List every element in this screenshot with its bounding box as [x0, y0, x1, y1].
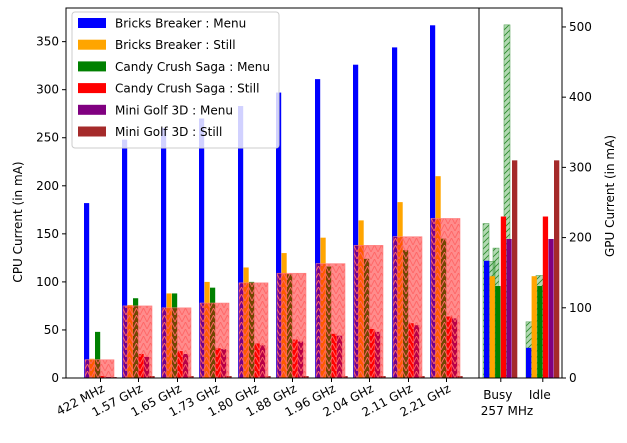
- bar-cpu-hatched-pattern-0: [84, 359, 115, 379]
- bar-gpu-candy-crush-saga-still-busy: [500, 216, 507, 378]
- bar-gpu-candy-crush-saga-still-idle: [542, 216, 549, 378]
- bar-gpu-candy-crush-saga-menu-idle: [537, 286, 543, 378]
- bar-gpu-bricks-breaker-menu-idle: [526, 347, 532, 378]
- bar-cpu-hatched-pattern-8: [392, 236, 423, 379]
- bar-cpu-hatched-pattern-4: [238, 282, 269, 379]
- bar-gpu-mini-golf-3d-still-busy: [512, 160, 518, 378]
- bar-cpu-bricks-breaker-menu-3: [199, 118, 205, 379]
- y-tick-label-2: 100: [36, 275, 59, 289]
- legend-label-bricks-breaker-still: Bricks Breaker : Still: [115, 38, 236, 52]
- legend-swatch-bricks-breaker-still: [78, 39, 106, 50]
- y-tick-label-5: 250: [36, 131, 59, 145]
- legend-label-bricks-breaker-menu: Bricks Breaker : Menu: [115, 17, 246, 31]
- y-tick-label-0: 0: [51, 371, 59, 385]
- legend-swatch-bricks-breaker-menu: [78, 18, 106, 28]
- x-gpu-group-label: 257 MHz: [481, 404, 533, 418]
- bar-cpu-bricks-breaker-menu-4: [238, 106, 244, 378]
- bar-cpu-bricks-breaker-menu-1: [122, 139, 128, 378]
- y-tick-label-3: 150: [36, 227, 59, 241]
- y-tick-label-4: 200: [36, 179, 59, 193]
- bar-cpu-hatched-pattern-1: [122, 305, 153, 379]
- plot-frame: [65, 7, 563, 379]
- y-axis-label: CPU Current (in mA): [11, 161, 25, 282]
- bar-layer: [84, 24, 560, 379]
- y2-tick-label-3: 300: [569, 160, 592, 174]
- bar-gpu-bricks-breaker-menu-busy: [484, 260, 490, 378]
- y-tick-label-1: 50: [44, 323, 59, 337]
- legend-label-candy-crush-saga-still: Candy Crush Saga : Still: [115, 82, 259, 96]
- bar-gpu-mini-golf-3d-still-idle: [554, 160, 560, 378]
- legend-swatch-candy-crush-saga-menu: [78, 61, 106, 72]
- y2-tick-label-4: 400: [569, 90, 592, 104]
- y2-tick-label-0: 0: [569, 371, 577, 385]
- y-tick-label-6: 300: [36, 83, 59, 97]
- bar-cpu-hatched-pattern-5: [276, 272, 307, 379]
- y2-tick-label-5: 500: [569, 20, 592, 34]
- y2-tick-label-2: 200: [569, 231, 592, 245]
- bar-cpu-hatched-pattern-7: [353, 245, 384, 379]
- y2-axis-label: GPU Current (in mA): [603, 135, 617, 257]
- bar-gpu-mini-golf-3d-menu-idle: [548, 238, 554, 378]
- legend: Bricks Breaker : Menu Bricks Breaker : St…: [71, 11, 280, 149]
- bar-gpu-bricks-breaker-still-busy: [489, 276, 495, 378]
- x-gpu-tick-label-idle: Idle: [529, 388, 551, 402]
- bar-cpu-bricks-breaker-menu-5: [276, 92, 282, 379]
- bar-cpu-candy-crush-saga-menu-0: [95, 331, 101, 378]
- legend-swatch-mini-golf-3d-menu: [78, 104, 106, 115]
- bar-gpu-bricks-breaker-still-idle: [531, 276, 537, 378]
- bar-cpu-bricks-breaker-menu-2: [161, 128, 167, 378]
- bar-cpu-bricks-breaker-menu-9: [430, 25, 436, 378]
- x-gpu-tick-label-busy: Busy: [483, 388, 512, 402]
- legend-entries: Bricks Breaker : Menu Bricks Breaker : St…: [78, 17, 270, 139]
- bar-cpu-bricks-breaker-menu-7: [353, 64, 359, 379]
- legend-label-mini-golf-3d-menu: Mini Golf 3D : Menu: [115, 103, 233, 117]
- bar-cpu-bricks-breaker-menu-8: [392, 47, 398, 379]
- legend-frame: [71, 11, 280, 149]
- bar-gpu-candy-crush-saga-menu-busy: [495, 286, 501, 378]
- bar-cpu-bricks-breaker-menu-0: [84, 203, 90, 378]
- bar-cpu-hatched-pattern-9: [430, 218, 461, 379]
- bar-cpu-hatched-pattern-3: [199, 302, 230, 379]
- legend-label-mini-golf-3d-still: Mini Golf 3D : Still: [115, 125, 222, 139]
- y-tick-label-7: 350: [36, 35, 59, 49]
- legend-label-candy-crush-saga-menu: Candy Crush Saga : Menu: [115, 60, 270, 74]
- legend-swatch-candy-crush-saga-still: [78, 83, 106, 94]
- bar-gpu-mini-golf-3d-menu-busy: [506, 238, 512, 378]
- y2-tick-label-1: 100: [569, 301, 592, 315]
- bar-cpu-hatched-pattern-6: [315, 263, 346, 379]
- bar-cpu-bricks-breaker-menu-6: [315, 79, 321, 378]
- bar-cpu-hatched-pattern-2: [161, 307, 192, 379]
- legend-swatch-mini-golf-3d-still: [78, 126, 106, 137]
